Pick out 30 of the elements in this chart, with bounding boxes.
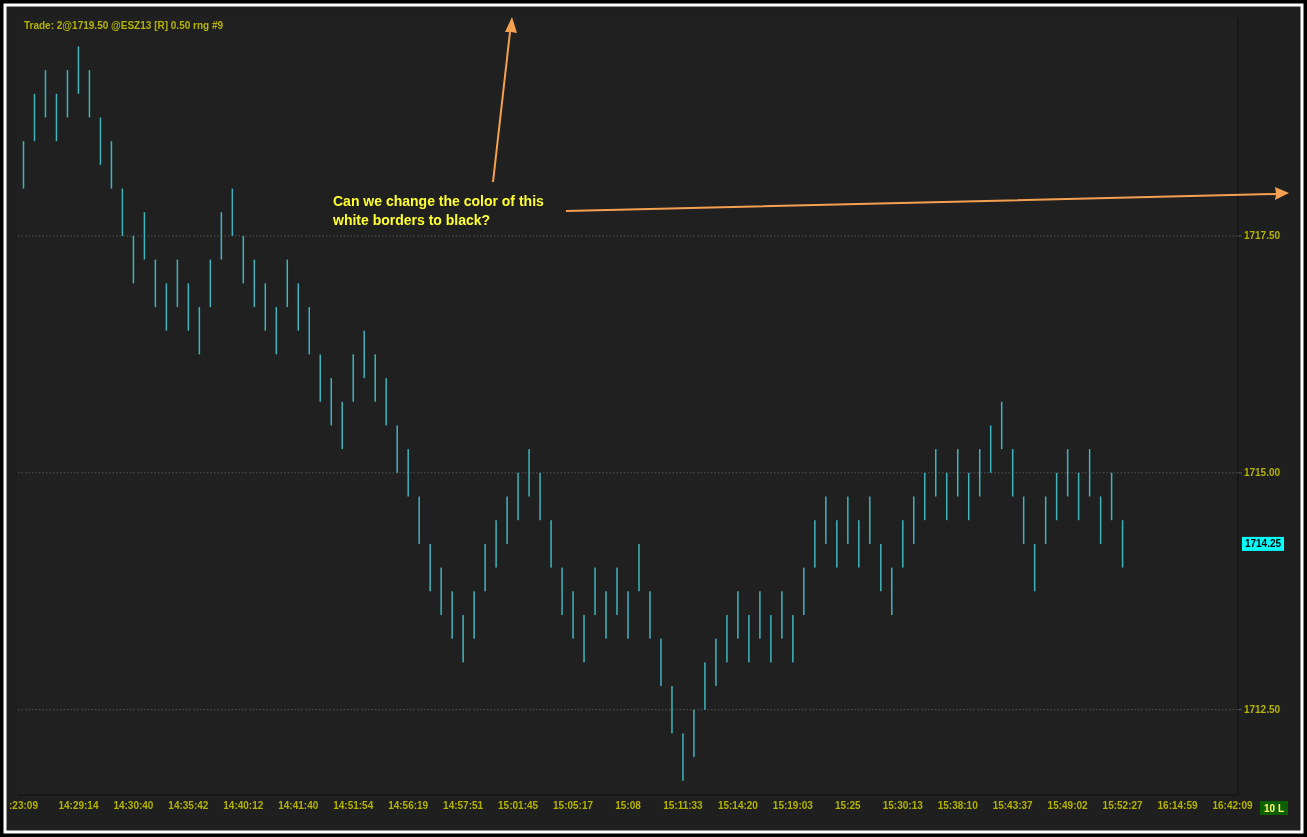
- x-tick-label: 15:05:17: [553, 800, 594, 811]
- x-tick-label: 14:51:54: [333, 800, 374, 811]
- x-tick-label: 14:30:40: [113, 800, 154, 811]
- x-tick-label: 16:42:09: [1212, 800, 1253, 811]
- x-tick-label: 15:19:03: [772, 800, 814, 811]
- x-tick-label: 15:11:33: [663, 800, 704, 811]
- x-tick-label: 15:01:45: [498, 800, 539, 811]
- text: 10 L: [1263, 803, 1285, 814]
- x-tick-label: 14:40:12: [223, 800, 264, 811]
- x-tick-label: 14:57:51: [443, 800, 484, 811]
- y-tick-label: 1715.00: [1243, 467, 1281, 479]
- x-tick-label: 15:08: [615, 800, 642, 811]
- text: 1714.25: [1244, 538, 1282, 550]
- annotation: Can we change the color of this white borders to black?: [332, 193, 545, 228]
- chart-title: Trade: 2@1719.50 @ESZ13 [R] 0.50 rng #9: [24, 20, 224, 31]
- x-tick-label: 15:52:27: [1102, 800, 1144, 811]
- x-tick-label: 15:38:10: [937, 800, 979, 811]
- x-tick-label: 14:29:14: [58, 800, 99, 811]
- x-tick-label: 15:14:20: [717, 800, 759, 811]
- x-tick-label: 15:30:13: [882, 800, 924, 811]
- y-tick-label: 1712.50: [1243, 704, 1281, 716]
- x-tick-label: :23:09: [9, 800, 39, 811]
- x-tick-label: 15:49:02: [1047, 800, 1089, 811]
- x-tick-label: 16:14:59: [1157, 800, 1198, 811]
- y-tick-label: 1717.50: [1243, 230, 1281, 242]
- x-tick-label: 14:56:19: [388, 800, 429, 811]
- x-tick-label: 14:41:40: [278, 800, 319, 811]
- x-tick-label: 15:25: [835, 800, 862, 811]
- x-tick-label: 15:43:37: [992, 800, 1034, 811]
- x-tick-label: 14:35:42: [168, 800, 209, 811]
